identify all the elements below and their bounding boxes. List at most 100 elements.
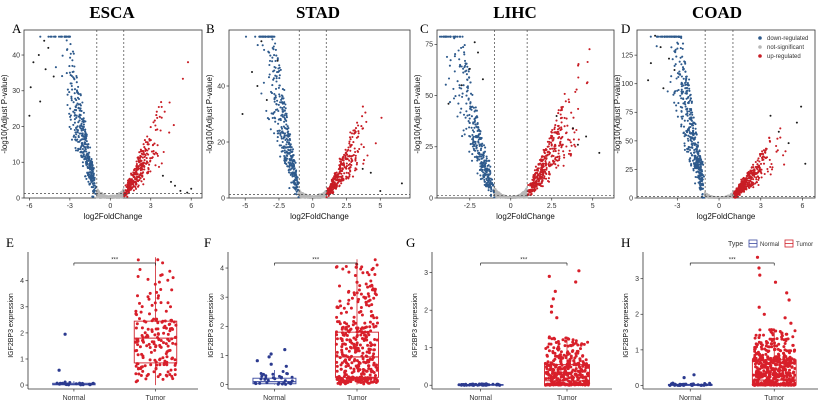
- up-point: [338, 175, 341, 178]
- up-point: [156, 144, 159, 147]
- down-point: [689, 97, 692, 100]
- up-point: [532, 176, 535, 180]
- up-point: [567, 152, 571, 155]
- down-point: [686, 137, 689, 140]
- down-point: [687, 139, 690, 142]
- up-point: [544, 172, 547, 175]
- down-point: [485, 183, 488, 186]
- up-point: [560, 128, 563, 131]
- y-tick-label: 75: [425, 42, 433, 49]
- up-point: [547, 163, 550, 166]
- down-point: [695, 164, 698, 167]
- down-point: [465, 94, 468, 97]
- down-point: [291, 148, 295, 151]
- down-point: [480, 161, 483, 164]
- ns-point: [121, 192, 124, 195]
- down-point: [75, 126, 78, 129]
- down-point: [468, 126, 471, 129]
- up-point: [142, 143, 145, 146]
- up-point: [531, 178, 534, 181]
- down-point: [483, 175, 486, 178]
- down-point: [472, 136, 475, 139]
- down-point: [696, 150, 699, 153]
- up-point: [149, 160, 152, 163]
- down-point: [287, 152, 290, 155]
- up-point: [752, 186, 755, 189]
- down-point: [75, 99, 78, 102]
- down-point: [674, 48, 677, 51]
- down-point: [468, 134, 471, 138]
- down-point: [285, 119, 288, 122]
- down-point: [694, 123, 697, 126]
- down-point: [280, 127, 284, 130]
- down-point: [73, 121, 76, 124]
- up-point: [154, 124, 157, 127]
- ns-point: [526, 188, 529, 191]
- down-point: [290, 181, 293, 184]
- down-point: [65, 72, 68, 75]
- down-point: [685, 83, 689, 86]
- down-point: [685, 113, 688, 116]
- volcano-panel-a: -6 -3 0 3 6010203040log2FoldChange-log10(Adj…: [0, 29, 203, 221]
- down-point: [449, 35, 452, 38]
- up-point: [354, 150, 357, 154]
- down-point: [690, 163, 693, 166]
- down-point: [448, 64, 451, 67]
- down-point: [482, 171, 485, 174]
- up-point: [143, 155, 146, 158]
- down-point: [84, 128, 87, 131]
- outlier-down-point: [43, 39, 46, 42]
- down-point: [472, 139, 475, 143]
- up-point: [132, 171, 135, 174]
- down-point: [82, 125, 85, 128]
- up-point: [338, 179, 342, 182]
- ns-point: [114, 195, 117, 198]
- down-point: [72, 70, 75, 73]
- down-point: [89, 174, 92, 177]
- up-point: [557, 132, 560, 136]
- down-point: [77, 147, 80, 150]
- up-point: [350, 143, 353, 146]
- down-point: [283, 149, 286, 152]
- down-point: [294, 170, 298, 173]
- down-point: [482, 173, 485, 177]
- up-point: [341, 177, 344, 180]
- up-point: [137, 165, 140, 168]
- down-point: [285, 163, 288, 166]
- up-point: [535, 181, 538, 185]
- down-point: [49, 35, 52, 38]
- down-point: [285, 123, 288, 126]
- down-point: [87, 156, 90, 159]
- down-point: [276, 139, 279, 143]
- down-point: [479, 178, 482, 181]
- down-point: [680, 97, 683, 100]
- down-point: [691, 132, 694, 135]
- down-point: [73, 128, 76, 132]
- up-point: [344, 156, 347, 159]
- down-point: [283, 101, 286, 104]
- down-point: [689, 139, 692, 142]
- down-point: [83, 145, 86, 148]
- y-tick-label: 0: [221, 195, 225, 202]
- down-point: [290, 150, 294, 154]
- up-point: [553, 128, 556, 131]
- up-point: [349, 169, 352, 172]
- down-point: [680, 109, 683, 113]
- down-point: [465, 73, 468, 76]
- down-point: [685, 75, 688, 78]
- ns-point: [312, 196, 315, 199]
- down-point: [452, 87, 455, 90]
- down-point: [463, 133, 466, 136]
- up-point: [141, 172, 144, 175]
- plot-frame: [23, 29, 203, 199]
- down-point: [92, 189, 95, 192]
- outlier-up-point: [400, 182, 403, 185]
- down-point: [278, 77, 281, 80]
- down-point: [694, 131, 697, 134]
- down-point: [69, 52, 72, 55]
- down-point: [66, 88, 69, 91]
- down-point: [697, 141, 700, 144]
- down-point: [279, 132, 282, 135]
- up-point: [345, 177, 348, 180]
- up-point: [333, 175, 336, 178]
